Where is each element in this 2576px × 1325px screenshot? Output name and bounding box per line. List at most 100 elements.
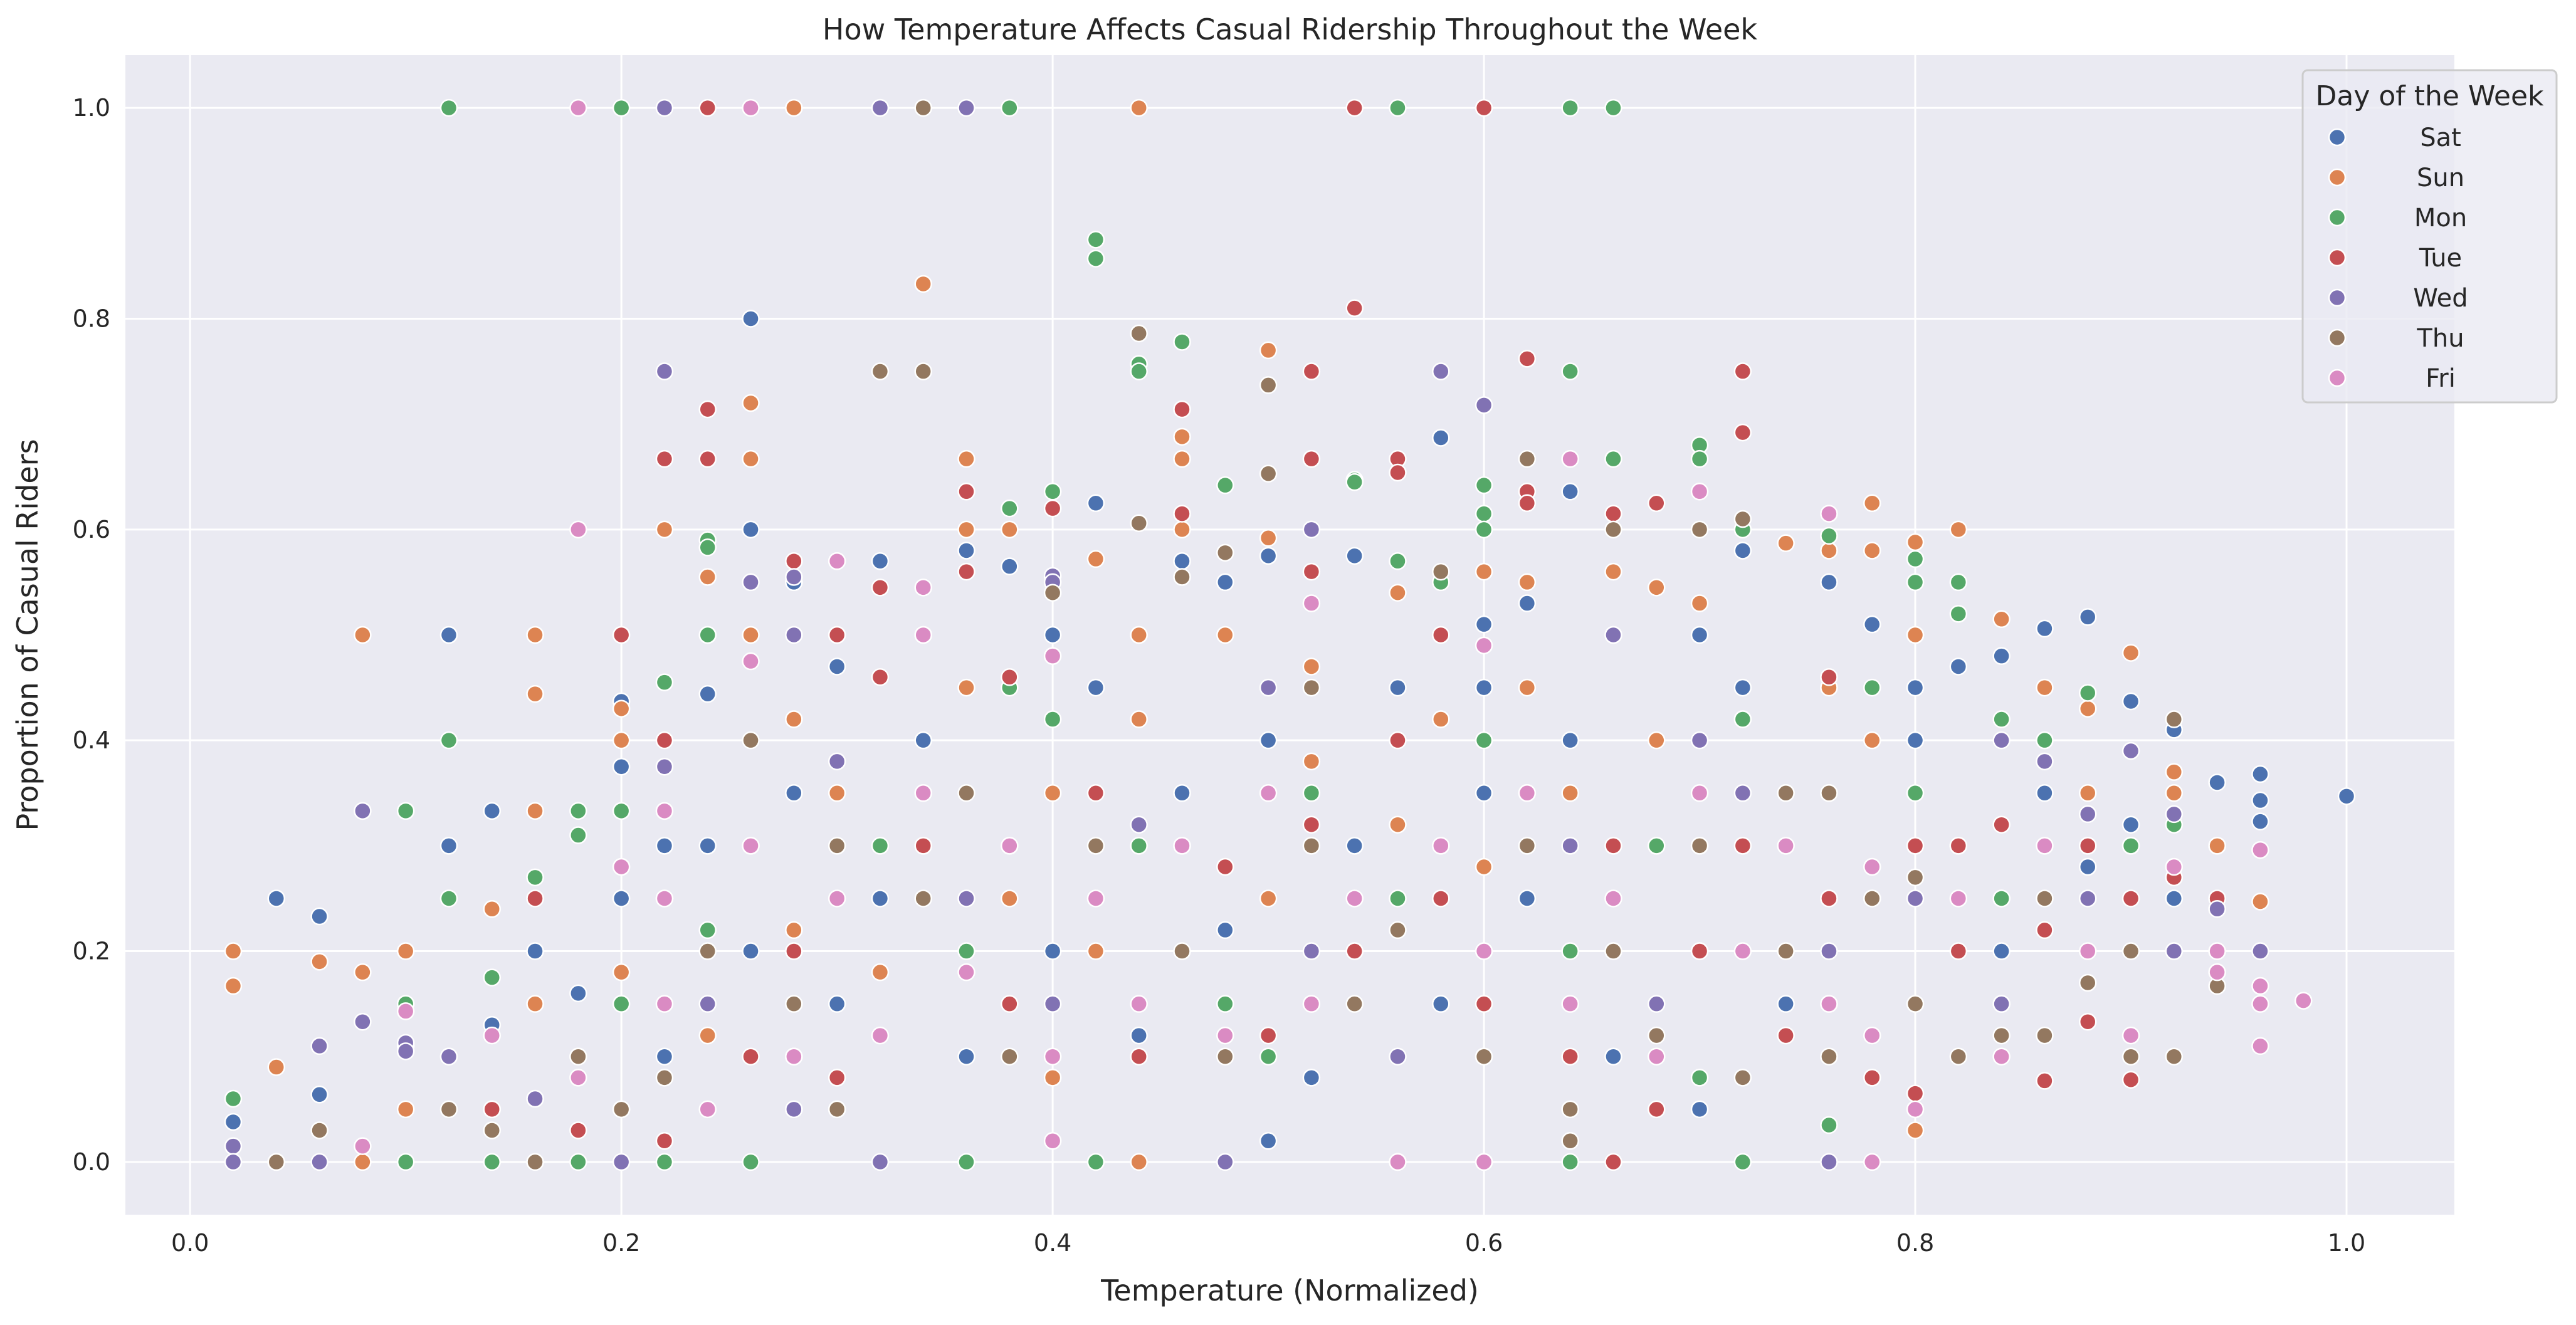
data-point — [1777, 784, 1795, 802]
data-point — [1992, 889, 2011, 908]
data-point — [1820, 668, 1838, 686]
data-point — [914, 889, 932, 908]
data-point — [1561, 837, 1579, 855]
data-point — [2078, 699, 2097, 718]
data-point — [1302, 815, 1321, 834]
data-point — [1733, 1069, 1752, 1087]
data-point — [957, 1153, 975, 1171]
legend-item-fri: Fri — [2328, 364, 2456, 393]
data-point — [1345, 995, 1364, 1013]
data-point — [2251, 977, 2269, 995]
data-point — [1001, 557, 1019, 575]
data-point — [354, 1137, 372, 1155]
data-point — [871, 889, 890, 908]
data-point — [1130, 837, 1148, 855]
data-point — [957, 520, 975, 539]
data-point — [1604, 98, 1622, 117]
data-point — [2208, 900, 2226, 918]
data-point — [957, 784, 975, 802]
data-point — [1863, 857, 1881, 876]
data-point — [1992, 710, 2011, 728]
data-point — [1043, 647, 1062, 665]
data-point — [1949, 657, 1968, 676]
data-point — [1389, 98, 1407, 117]
x-tick-label: 0.4 — [1034, 1229, 1071, 1257]
data-point — [1820, 889, 1838, 908]
data-point — [914, 579, 932, 597]
legend-marker — [2328, 288, 2347, 307]
data-point — [1820, 942, 1838, 960]
data-point — [1216, 1153, 1234, 1171]
data-point — [2121, 1047, 2140, 1066]
data-point — [742, 626, 760, 644]
data-point — [1863, 1069, 1881, 1087]
data-point — [396, 1100, 415, 1119]
data-point — [354, 802, 372, 820]
data-point — [1086, 494, 1105, 513]
data-point — [1733, 362, 1752, 380]
data-point — [2165, 763, 2184, 781]
data-point — [957, 483, 975, 501]
data-point — [2036, 731, 2054, 750]
data-point — [2121, 837, 2140, 855]
legend-marker — [2328, 328, 2347, 347]
data-point — [526, 802, 544, 820]
data-point — [1949, 942, 1968, 960]
data-point — [785, 626, 803, 644]
data-point — [1475, 942, 1493, 960]
legend-label: Sun — [2417, 164, 2464, 192]
data-point — [224, 942, 243, 960]
data-point — [2294, 992, 2313, 1010]
data-point — [310, 1153, 329, 1171]
x-tick-label: 0.0 — [171, 1229, 209, 1257]
data-point — [1863, 678, 1881, 697]
data-point — [1389, 889, 1407, 908]
data-point — [569, 98, 587, 117]
data-point — [1173, 333, 1191, 351]
legend-label: Fri — [2426, 364, 2456, 393]
data-point — [1043, 584, 1062, 602]
data-point — [354, 1012, 372, 1031]
data-point — [1604, 626, 1622, 644]
data-point — [1259, 1132, 1278, 1150]
data-point — [612, 995, 631, 1013]
data-point — [612, 98, 631, 117]
data-point — [1561, 483, 1579, 501]
data-point — [655, 520, 674, 539]
data-point — [957, 98, 975, 117]
data-point — [1001, 98, 1019, 117]
data-point — [655, 1132, 674, 1150]
data-point — [2036, 752, 2054, 771]
data-point — [2251, 893, 2269, 911]
data-point — [698, 995, 717, 1013]
data-point — [267, 1058, 286, 1076]
data-point — [1259, 678, 1278, 697]
legend-title: Day of the Week — [2315, 80, 2544, 112]
data-point — [655, 1047, 674, 1066]
data-point — [1475, 396, 1493, 414]
x-tick-label: 0.8 — [1896, 1229, 1934, 1257]
data-point — [396, 1153, 415, 1171]
data-point — [439, 1047, 458, 1066]
data-point — [1389, 552, 1407, 570]
data-point — [1992, 1026, 2011, 1045]
data-point — [655, 757, 674, 776]
data-point — [2251, 841, 2269, 859]
data-point — [785, 942, 803, 960]
data-point — [1648, 1100, 1666, 1119]
data-point — [1863, 731, 1881, 750]
data-point — [1259, 529, 1278, 547]
data-point — [1648, 1047, 1666, 1066]
legend-label: Thu — [2416, 324, 2464, 353]
data-points — [224, 98, 2356, 1171]
data-point — [1259, 1026, 1278, 1045]
y-axis-label: Proportion of Casual Riders — [11, 439, 45, 830]
legend-item-mon: Mon — [2328, 204, 2467, 233]
data-point — [267, 1153, 286, 1171]
data-point — [1432, 362, 1450, 380]
data-point — [569, 1047, 587, 1066]
data-point — [1690, 449, 1709, 468]
data-point — [569, 802, 587, 820]
series-tue — [483, 98, 2226, 1171]
data-point — [785, 1047, 803, 1066]
